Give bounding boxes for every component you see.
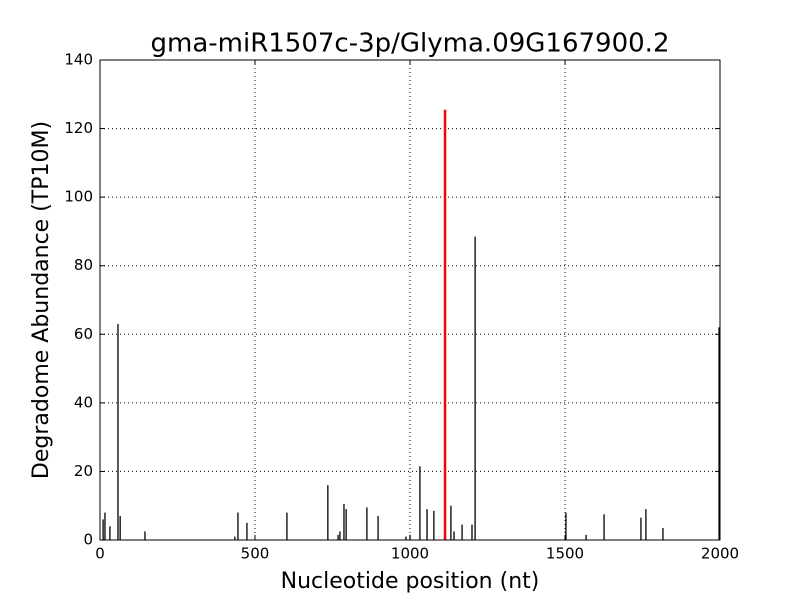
y-tick-label: 120	[64, 119, 93, 137]
y-tick-label: 60	[74, 325, 93, 343]
x-tick-label: 500	[241, 545, 270, 563]
x-axis-label: Nucleotide position (nt)	[281, 569, 540, 594]
x-tick-label: 0	[95, 545, 105, 563]
y-tick-label: 20	[74, 462, 93, 480]
y-tick-label: 100	[64, 188, 93, 206]
plot-frame	[99, 59, 721, 541]
x-tick-label: 1000	[391, 545, 429, 563]
y-tick-label: 140	[64, 51, 93, 69]
y-axis-label: Degradome Abundance (TP10M)	[29, 121, 54, 479]
y-tick-label: 0	[83, 531, 93, 549]
y-tick-label: 40	[74, 393, 93, 411]
chart-title: gma-miR1507c-3p/Glyma.09G167900.2	[151, 29, 670, 59]
x-tick-label: 2000	[701, 545, 739, 563]
x-tick-label: 1500	[546, 545, 584, 563]
y-tick-label: 80	[74, 256, 93, 274]
